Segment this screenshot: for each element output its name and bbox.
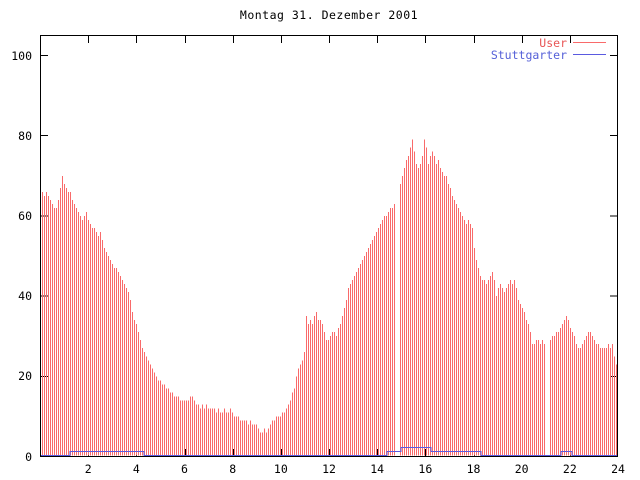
y-tick-label: 80 <box>18 128 32 143</box>
stuttgarter-step-line <box>41 446 617 456</box>
x-tick-label: 8 <box>229 462 237 476</box>
legend-line-sample-user <box>573 42 606 43</box>
y-tick-label: 20 <box>18 369 32 384</box>
x-tick-label: 14 <box>370 462 385 476</box>
legend-line-sample-stuttgarter <box>573 54 606 55</box>
x-tick-label: 18 <box>466 462 481 476</box>
legend-label-user: User <box>539 36 567 50</box>
x-tick-label: 16 <box>418 462 433 476</box>
x-tick-label: 4 <box>132 462 140 476</box>
x-tick-label: 10 <box>273 462 288 476</box>
y-tick-label: 40 <box>18 289 32 304</box>
legend-label-stuttgarter: Stuttgarter <box>490 48 567 62</box>
x-tick-label: 24 <box>611 462 625 476</box>
chart-title: Montag 31. Dezember 2001 <box>239 8 419 22</box>
y-tick-label: 100 <box>11 48 32 63</box>
axis-ticks <box>41 36 617 457</box>
x-tick-label: 12 <box>322 462 336 476</box>
x-tick-label: 2 <box>84 462 92 476</box>
y-tick-label: 60 <box>18 208 32 223</box>
x-tick-label: 20 <box>514 462 529 476</box>
x-tick-label: 22 <box>562 462 577 476</box>
y-tick-label: 0 <box>25 449 32 464</box>
user-series-bars <box>42 139 617 456</box>
plot-frame <box>40 35 618 457</box>
x-tick-label: 6 <box>181 462 188 476</box>
plot-area <box>40 35 618 457</box>
